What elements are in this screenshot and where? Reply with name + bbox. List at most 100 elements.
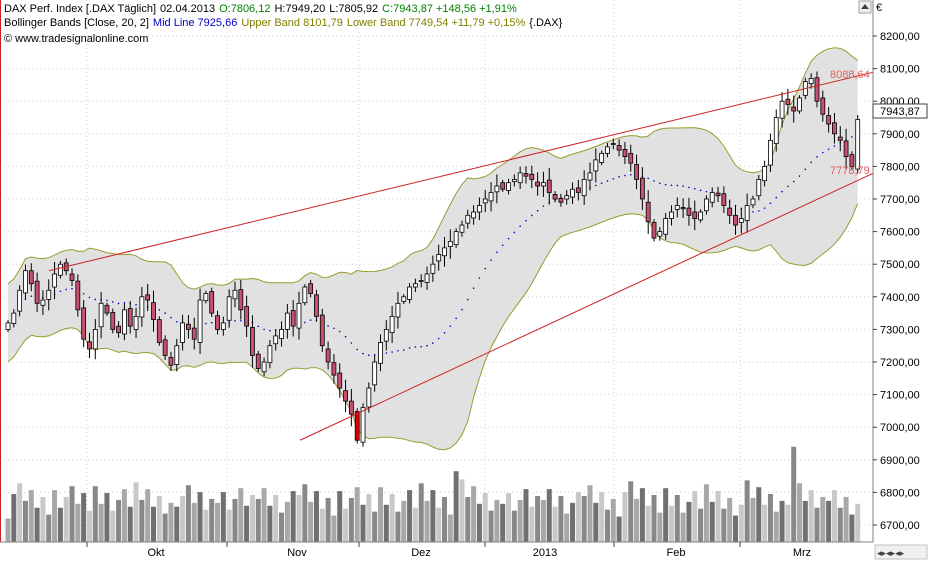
month-label: Okt bbox=[147, 547, 164, 559]
volume-bar bbox=[506, 493, 512, 542]
volume-bar bbox=[156, 495, 162, 542]
candle bbox=[535, 172, 541, 196]
candle bbox=[412, 278, 418, 293]
volume-bar bbox=[395, 511, 401, 542]
volume-bar bbox=[151, 506, 156, 542]
candle bbox=[348, 388, 354, 427]
bollinger-upper-line bbox=[7, 47, 858, 290]
volume-bar bbox=[552, 506, 558, 542]
mid-line-point bbox=[94, 298, 97, 301]
mid-line-point bbox=[362, 352, 364, 355]
candle bbox=[628, 144, 634, 172]
volume-bar bbox=[11, 494, 17, 542]
candle bbox=[639, 167, 645, 210]
candle bbox=[541, 171, 546, 197]
last-price-label: 7943,87 bbox=[880, 106, 920, 118]
y-tick-label: 7300,00 bbox=[880, 324, 920, 336]
upper-trend-label: 8088,64 bbox=[830, 69, 870, 81]
volume-bar bbox=[174, 506, 180, 542]
candle bbox=[267, 340, 273, 369]
volume-bar bbox=[162, 513, 168, 542]
mid-line-point bbox=[810, 161, 812, 164]
mid-line-point bbox=[304, 321, 306, 324]
symbol-name: DAX Perf. Index [.DAX Täglich] bbox=[4, 3, 157, 15]
volume-bar bbox=[610, 498, 616, 542]
volume-bar bbox=[546, 489, 552, 542]
volume-bar bbox=[517, 499, 523, 542]
volume-bar bbox=[488, 510, 494, 542]
candle bbox=[680, 198, 686, 218]
candle bbox=[81, 299, 87, 348]
volume-bar bbox=[721, 508, 727, 542]
volume-bar bbox=[424, 500, 430, 542]
candle bbox=[314, 289, 319, 322]
mid-line-point bbox=[496, 251, 498, 254]
price-axis-ticks: 8200,008100,008000,007900,007800,007700,… bbox=[873, 31, 920, 532]
candle bbox=[709, 187, 715, 208]
currency-label: € bbox=[876, 2, 882, 14]
candle bbox=[558, 193, 564, 207]
high-value: H:7949,20 bbox=[274, 3, 326, 15]
y-tick-label: 7900,00 bbox=[880, 129, 920, 141]
volume-bar bbox=[63, 496, 69, 542]
volume-bar bbox=[436, 507, 442, 542]
candle bbox=[768, 133, 773, 172]
volume-bar bbox=[407, 490, 413, 542]
candle bbox=[669, 205, 674, 226]
volume-bar bbox=[238, 488, 244, 542]
mid-line-point bbox=[350, 342, 353, 344]
candle bbox=[325, 341, 331, 370]
mid-line-point bbox=[164, 312, 166, 314]
mid-line-point bbox=[612, 177, 615, 180]
candle bbox=[255, 350, 261, 372]
mid-line-point bbox=[629, 173, 632, 176]
candle bbox=[645, 190, 651, 234]
volume-bar bbox=[837, 507, 843, 542]
mid-line-point bbox=[327, 325, 329, 327]
volume-bar bbox=[249, 495, 255, 542]
volume-bar bbox=[744, 480, 750, 542]
month-label: 2013 bbox=[533, 547, 557, 559]
mid-line-point bbox=[408, 347, 411, 349]
volume-bar bbox=[290, 491, 296, 542]
candle bbox=[57, 260, 63, 279]
candle bbox=[447, 229, 453, 259]
volume-bar bbox=[168, 502, 174, 542]
scroll-up-button[interactable] bbox=[858, 0, 872, 14]
candle bbox=[517, 166, 523, 189]
volume-bar bbox=[750, 497, 756, 542]
candle bbox=[220, 316, 226, 336]
candle bbox=[797, 95, 802, 114]
zoom-controls[interactable]: ◂▸◂▸◂▸ bbox=[874, 544, 928, 560]
candle bbox=[506, 178, 511, 195]
candle bbox=[529, 165, 535, 189]
candle bbox=[168, 351, 174, 371]
volume-bar bbox=[209, 498, 215, 542]
volume-bar bbox=[273, 495, 279, 542]
volume-bar bbox=[98, 503, 104, 542]
candle bbox=[372, 355, 378, 392]
volume-bar bbox=[831, 490, 837, 542]
bollinger-lower-line bbox=[7, 203, 859, 451]
y-tick-label: 8100,00 bbox=[880, 64, 920, 76]
y-tick-label: 6800,00 bbox=[880, 487, 920, 499]
volume-bar bbox=[616, 516, 622, 542]
volume-bar bbox=[727, 497, 733, 542]
mid-line-point bbox=[682, 185, 684, 187]
candle bbox=[87, 332, 92, 359]
mid-line-point bbox=[804, 168, 807, 171]
volume-bar bbox=[575, 492, 581, 542]
mid-line-point bbox=[792, 180, 795, 183]
volume-bar bbox=[366, 494, 372, 542]
volume-bar bbox=[476, 503, 482, 542]
volume-bar bbox=[500, 503, 506, 542]
candle bbox=[832, 112, 837, 144]
candle bbox=[197, 288, 203, 354]
candle bbox=[634, 154, 639, 190]
mid-line-point bbox=[117, 302, 120, 305]
volume-bar bbox=[28, 490, 34, 542]
candle bbox=[389, 305, 395, 344]
mid-line-point bbox=[111, 301, 114, 303]
candle bbox=[849, 151, 855, 170]
